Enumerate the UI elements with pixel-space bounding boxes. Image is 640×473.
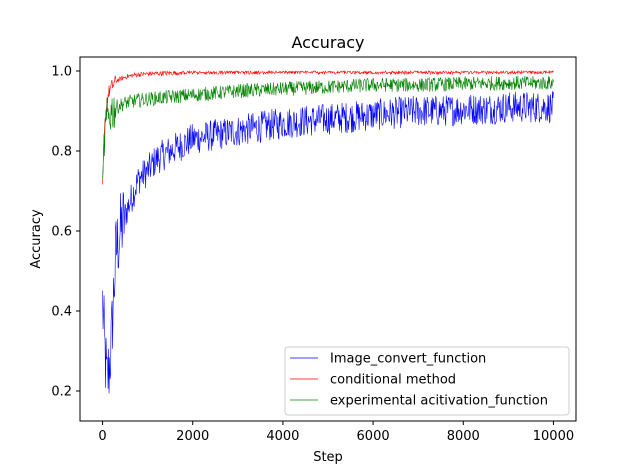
chart-title: Accuracy [291,33,364,52]
series-line-0 [102,91,554,394]
ticks-layer: 0 2000 4000 6000 8000 10000 0.2 0.4 0.6 0.8 1.0 [51,65,574,445]
x-tick-label: 2000 [176,429,209,444]
x-tick-label: 4000 [266,429,299,444]
series-line-2 [102,75,554,179]
y-tick-label: 0.2 [51,385,72,400]
legend-label: conditional method [330,373,456,388]
y-tick-label: 0.6 [51,225,72,240]
x-tick-label: 8000 [447,429,480,444]
x-tick-label: 10000 [533,429,574,444]
series-layer [102,69,554,394]
x-tick-label: 0 [98,429,106,444]
legend-box [284,346,570,416]
y-tick-label: 0.4 [51,305,72,320]
y-tick-label: 1.0 [51,65,72,80]
x-axis-label: Step [313,450,343,465]
legend-label: Image_convert_function [330,352,486,367]
y-axis-label: Accuracy [29,209,44,269]
legend-label: experimental acitivation_function [330,394,548,409]
plot-frame [79,56,577,422]
y-tick-label: 0.8 [51,145,72,160]
legend: Image_convert_function conditional method… [284,346,570,416]
x-tick-label: 6000 [357,429,390,444]
series-line-1 [102,69,554,185]
